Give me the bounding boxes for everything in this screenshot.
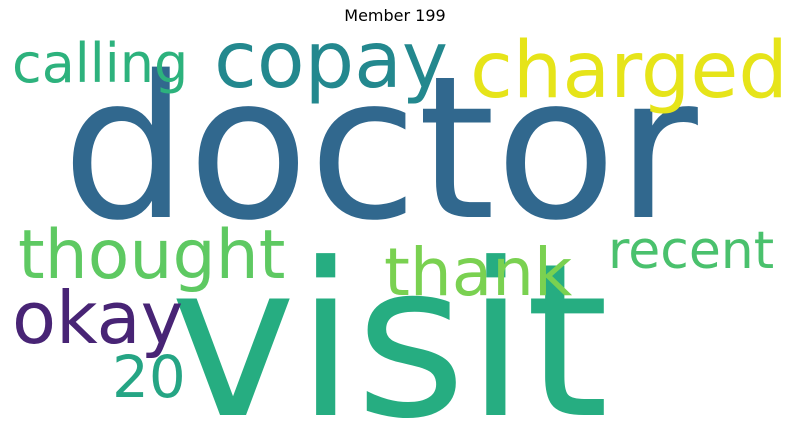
word-thank: thank <box>384 234 573 311</box>
word-thought: thought <box>18 216 286 295</box>
chart-title: Member 199 <box>344 6 446 25</box>
word-recent: recent <box>608 221 775 281</box>
word-copay: copay <box>214 16 449 106</box>
word-20: 20 <box>112 343 186 411</box>
word-calling: calling <box>12 32 189 95</box>
word-doctor: doctor <box>62 33 698 264</box>
word-okay: okay <box>12 276 184 360</box>
word-visit: visit <box>170 218 609 427</box>
word-charged: charged <box>470 26 788 116</box>
